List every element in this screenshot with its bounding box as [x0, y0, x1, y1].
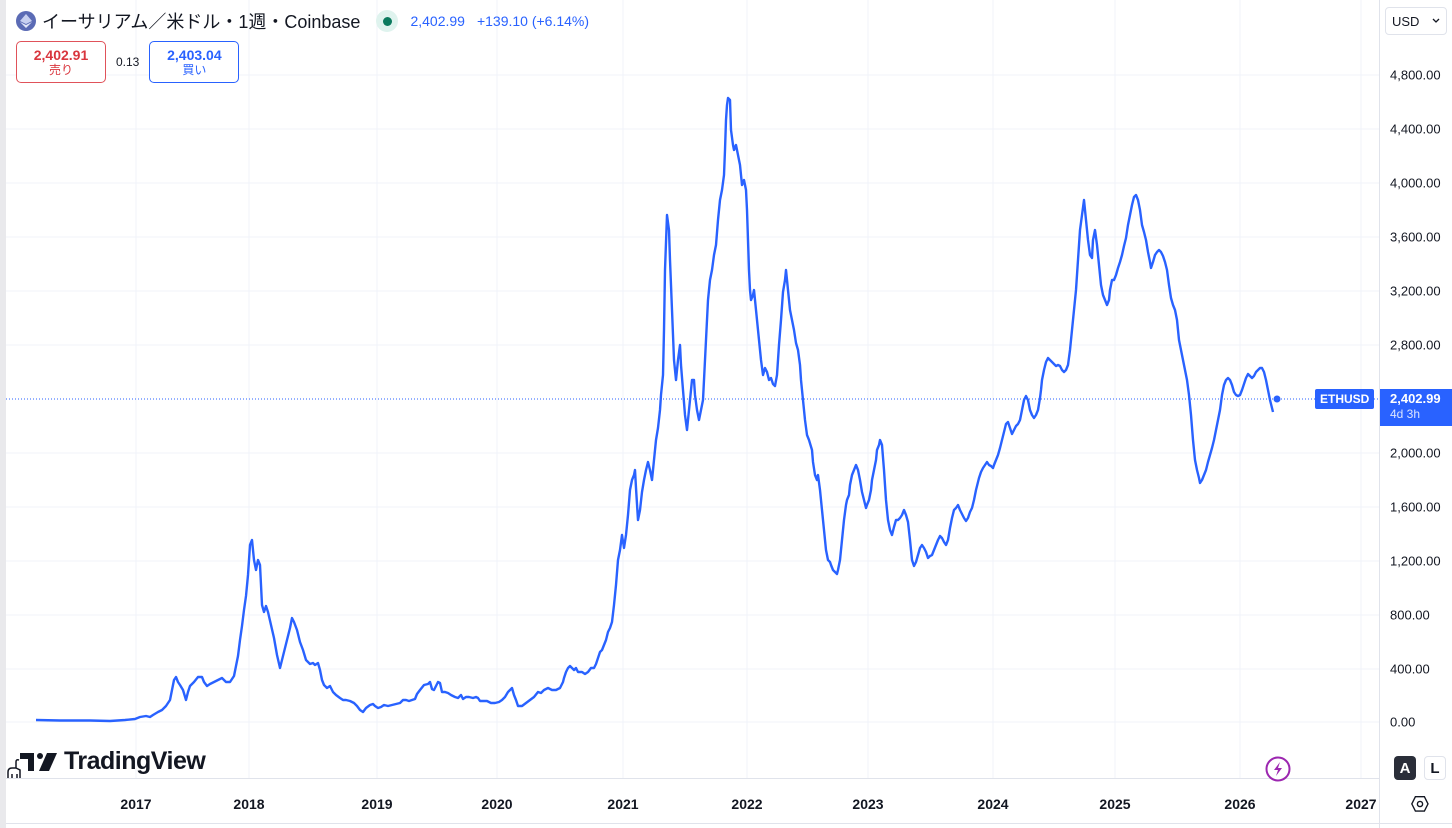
price-tick: 1,200.00 [1390, 553, 1441, 569]
trade-quotes: 2,402.91 売り 0.13 2,403.04 買い [16, 41, 240, 83]
price-change: +139.10 (+6.14%) [476, 13, 590, 29]
chart-pane[interactable] [6, 0, 1379, 778]
time-axis[interactable] [6, 778, 1379, 825]
symbol-price-label: ETHUSD [1315, 389, 1375, 409]
tradingview-mark-icon [20, 752, 57, 771]
sell-label: 売り [48, 62, 73, 77]
price-tick: 3,600.00 [1390, 229, 1441, 245]
currency-value: USD [1392, 13, 1420, 29]
symbol-title[interactable]: イーサリアム／米ドル・1週・Coinbase [42, 12, 361, 32]
bar-countdown: 4d 3h [1390, 407, 1421, 421]
lightning-icon[interactable] [1265, 756, 1291, 782]
time-tick: 2025 [1099, 796, 1131, 812]
last-price-dot-icon [1273, 395, 1281, 403]
last-price-tag: 2,402.99 4d 3h [1380, 389, 1452, 426]
time-tick: 2024 [977, 796, 1009, 812]
log-scale-button[interactable]: L [1424, 756, 1446, 780]
time-tick: 2018 [233, 796, 265, 812]
price-tick: 4,400.00 [1390, 121, 1441, 137]
price-tick: 2,800.00 [1390, 337, 1441, 353]
currency-select[interactable]: USD [1385, 7, 1447, 35]
last-price: 2,402.99 [410, 13, 465, 29]
sell-price: 2,402.91 [33, 46, 89, 63]
price-tick: 400.00 [1390, 661, 1430, 677]
symbol-header: イーサリアム／米ドル・1週・Coinbase 2,402.99 +139.10 … [16, 8, 589, 34]
time-tick: 2020 [481, 796, 513, 812]
price-tick: 4,000.00 [1390, 175, 1441, 191]
price-tick: 2,000.00 [1390, 445, 1441, 461]
price-tick: 1,600.00 [1390, 499, 1441, 515]
time-tick: 2023 [852, 796, 884, 812]
buy-price: 2,403.04 [167, 46, 222, 63]
market-open-dot-icon [382, 16, 392, 26]
tradingview-wordmark: TradingView [64, 747, 206, 775]
sell-button[interactable]: 2,402.91 売り [16, 41, 106, 83]
buy-button[interactable]: 2,403.04 買い [149, 41, 240, 83]
left-toolbar-edge [0, 0, 6, 828]
price-chart [6, 0, 1379, 778]
time-tick: 2026 [1224, 796, 1256, 812]
time-tick: 2022 [731, 796, 763, 812]
settings-icon[interactable] [1410, 794, 1430, 814]
time-tick: 2021 [607, 796, 639, 812]
price-tick: 0.00 [1390, 714, 1416, 730]
tradingview-logo[interactable]: TradingView [20, 747, 206, 776]
buy-label: 買い [182, 62, 207, 77]
auto-scale-button[interactable]: A [1394, 756, 1416, 780]
dino-mascot-icon [7, 759, 21, 778]
last-price-tag-value: 2,402.99 [1390, 391, 1441, 406]
bottom-border [6, 823, 1452, 824]
market-status-indicator[interactable] [376, 10, 399, 32]
ethereum-icon [16, 11, 36, 31]
time-tick: 2027 [1345, 796, 1377, 812]
chevron-down-icon [1432, 18, 1440, 23]
price-tick: 3,200.00 [1390, 283, 1441, 299]
time-tick: 2017 [120, 796, 152, 812]
spread-value: 0.13 [116, 55, 140, 69]
price-tick: 4,800.00 [1390, 67, 1441, 83]
price-tick: 800.00 [1390, 607, 1430, 623]
time-tick: 2019 [361, 796, 393, 812]
